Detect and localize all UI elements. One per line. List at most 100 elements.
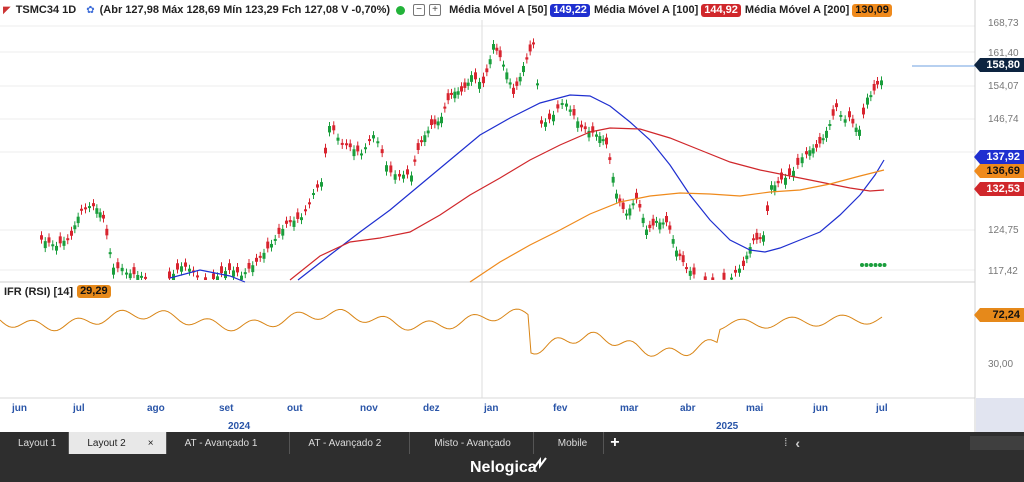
last-price-tag: 158,80: [974, 58, 1024, 72]
candle-body: [580, 124, 583, 128]
candle-body: [102, 214, 105, 219]
candle-body: [587, 130, 591, 138]
tab-label: Layout 1: [18, 437, 57, 449]
candle-body: [356, 145, 360, 152]
candle-body: [140, 275, 143, 278]
tab-at-avancado-2[interactable]: AT - Avançado 2: [290, 432, 411, 454]
add-tab-icon[interactable]: +: [610, 434, 620, 451]
rsi-axis-tag: 72,24: [974, 308, 1024, 322]
tab-at-avancado-1[interactable]: AT - Avançado 1: [167, 432, 291, 454]
tab-mobile[interactable]: Mobile: [534, 432, 605, 454]
candle-body: [80, 208, 83, 211]
plus-icon[interactable]: +: [429, 4, 442, 16]
month-label: mar: [620, 403, 639, 414]
candle-body: [869, 95, 873, 98]
candle-body: [655, 220, 658, 223]
candle-body: [258, 255, 262, 258]
candle-body: [572, 109, 576, 116]
candle-body: [635, 192, 638, 200]
settings-icon[interactable]: ✿: [86, 4, 95, 16]
chart-header: ◤ TSMC34 1D ✿ (Abr 127,98 Máx 128,69 Mín…: [0, 2, 892, 18]
nelogica-logo-icon: [533, 457, 547, 469]
year-label: 2025: [716, 421, 739, 432]
candle-body: [255, 257, 258, 262]
rsi-header[interactable]: IFR (RSI) [14] 29,29: [4, 285, 111, 298]
candle-body: [116, 262, 120, 269]
candle-body: [862, 107, 865, 115]
rsi-value-badge: 29,29: [77, 285, 111, 298]
candle-body: [436, 121, 440, 126]
candle-body: [112, 267, 115, 275]
candle-body: [380, 149, 384, 154]
candle-body: [688, 270, 692, 276]
month-label: fev: [553, 403, 568, 414]
candle-body: [51, 244, 55, 247]
tab-layout-1[interactable]: Layout 1: [0, 432, 70, 454]
rsi-line: [0, 308, 883, 357]
minus-icon[interactable]: −: [413, 4, 426, 16]
candle-body: [876, 80, 879, 85]
tab-scrollbar[interactable]: [970, 436, 1024, 450]
chart-type-icon[interactable]: ◤: [3, 4, 11, 16]
candle-body: [73, 225, 77, 230]
candle-body: [608, 157, 612, 161]
candle-body: [805, 151, 808, 155]
candle-body: [180, 266, 183, 272]
candle-body: [372, 135, 375, 139]
signal-dot: [864, 263, 869, 267]
ma50-label[interactable]: Média Móvel A [50]: [449, 4, 548, 16]
candle-body: [410, 175, 413, 182]
candle-body: [811, 148, 815, 154]
candle-body: [243, 272, 247, 275]
candle-body: [240, 275, 243, 280]
candle-body: [638, 203, 642, 208]
candle-body: [685, 267, 688, 270]
tab-misto-avancado[interactable]: Misto - Avançado: [410, 432, 534, 454]
candle-body: [722, 272, 726, 280]
ma50-value-badge: 149,22: [550, 3, 590, 17]
candle-body: [450, 92, 453, 95]
candle-body: [456, 91, 460, 95]
candle-body: [568, 109, 572, 112]
candle-body: [368, 139, 371, 142]
candle-body: [621, 202, 625, 210]
price-tick: 117,42: [988, 266, 1018, 277]
candle-body: [108, 252, 112, 255]
candle-body: [251, 265, 255, 273]
candle-body: [420, 140, 423, 143]
candle-body: [98, 212, 102, 218]
layout-tabbar: Layout 1 Layout 2 × AT - Avançado 1 AT - …: [0, 432, 1024, 454]
candle-body: [711, 277, 715, 280]
candle-body: [671, 239, 675, 244]
candle-body: [212, 273, 215, 280]
scroll-left-icon[interactable]: ‹: [795, 435, 800, 451]
candle-body: [522, 65, 525, 73]
close-icon[interactable]: ×: [147, 437, 154, 449]
ma100-label[interactable]: Média Móvel A [100]: [593, 4, 699, 16]
candle-body: [661, 222, 665, 225]
price-tick: 161,40: [988, 48, 1019, 59]
candle-body: [485, 68, 489, 73]
candle-body: [498, 50, 502, 58]
candle-body: [232, 270, 235, 277]
candle-body: [196, 275, 199, 278]
candle-body: [58, 236, 62, 244]
candle-body: [858, 129, 861, 136]
candle-body: [416, 143, 420, 151]
candle-body: [641, 217, 645, 224]
ma100-value-badge: 144,92: [701, 3, 741, 17]
candle-body: [84, 207, 87, 210]
candle-body: [528, 44, 532, 52]
candle-body: [615, 193, 618, 199]
signal-dot: [873, 263, 878, 267]
candle-body: [780, 172, 783, 180]
chart-area[interactable]: ◤ TSMC34 1D ✿ (Abr 127,98 Máx 128,69 Mín…: [0, 0, 1024, 450]
month-label: ago: [147, 403, 165, 414]
candle-body: [601, 139, 605, 142]
tab-layout-2[interactable]: Layout 2 ×: [69, 432, 167, 454]
ma200-label[interactable]: Média Móvel A [200]: [744, 4, 850, 16]
price-chart-svg[interactable]: [0, 0, 1024, 432]
candle-body: [446, 93, 450, 101]
tab-menu-icon[interactable]: ⁞: [784, 437, 788, 449]
ticker-label[interactable]: TSMC34 1D: [15, 4, 77, 16]
